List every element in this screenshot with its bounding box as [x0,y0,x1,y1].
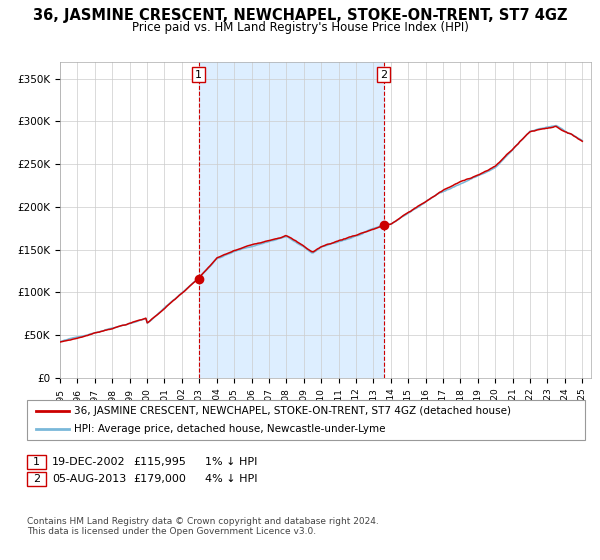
Text: Price paid vs. HM Land Registry's House Price Index (HPI): Price paid vs. HM Land Registry's House … [131,21,469,34]
Text: 1: 1 [195,69,202,80]
Text: 36, JASMINE CRESCENT, NEWCHAPEL, STOKE-ON-TRENT, ST7 4GZ (detached house): 36, JASMINE CRESCENT, NEWCHAPEL, STOKE-O… [74,407,511,417]
Text: 1: 1 [33,457,40,467]
Text: 19-DEC-2002: 19-DEC-2002 [52,457,126,467]
Bar [199,62,383,378]
Text: HPI: Average price, detached house, Newcastle-under-Lyme: HPI: Average price, detached house, Newc… [74,423,385,433]
Text: 4% ↓ HPI: 4% ↓ HPI [205,474,258,484]
Text: 2: 2 [380,69,387,80]
Text: £115,995: £115,995 [133,457,186,467]
Text: 36, JASMINE CRESCENT, NEWCHAPEL, STOKE-ON-TRENT, ST7 4GZ: 36, JASMINE CRESCENT, NEWCHAPEL, STOKE-O… [33,8,567,24]
Text: 2: 2 [33,474,40,484]
Text: 05-AUG-2013: 05-AUG-2013 [52,474,127,484]
Text: 1% ↓ HPI: 1% ↓ HPI [205,457,257,467]
Text: Contains HM Land Registry data © Crown copyright and database right 2024.
This d: Contains HM Land Registry data © Crown c… [27,517,379,536]
Text: £179,000: £179,000 [133,474,186,484]
